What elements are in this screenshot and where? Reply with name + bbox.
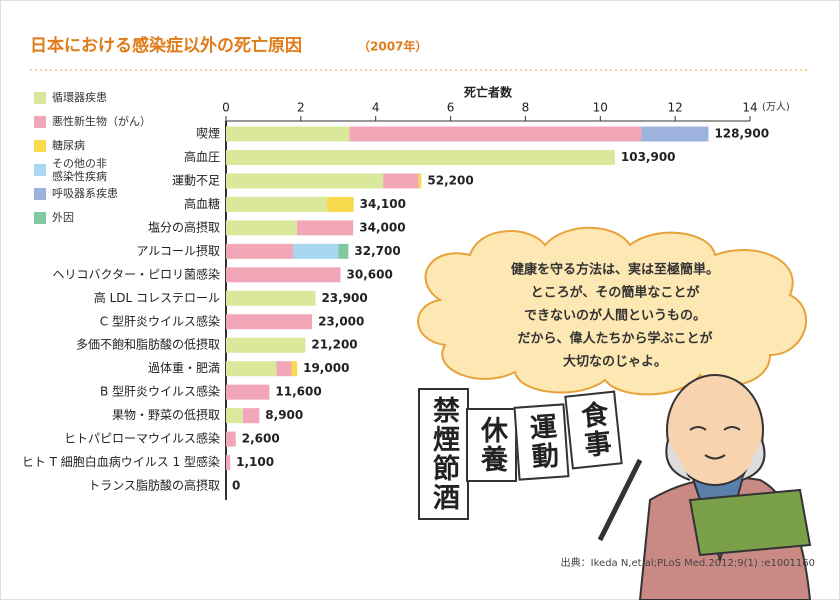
total-label: 21,200 (311, 338, 357, 352)
bar-segment (226, 267, 341, 283)
y-tick-label: アルコール摂取 (136, 243, 220, 258)
speech-text: できないのが人間というもの。 (524, 308, 706, 324)
total-label: 34,000 (359, 220, 405, 234)
legend-label: 悪性新生物（がん） (52, 115, 151, 128)
bar-segment (226, 196, 328, 212)
bar-segment (418, 173, 422, 189)
bar-segment (226, 455, 231, 471)
bar-segment (226, 314, 313, 330)
total-label: 32,700 (354, 244, 400, 258)
total-label: 11,600 (275, 385, 321, 399)
legend-swatch (34, 116, 46, 128)
bar-segment (291, 361, 298, 377)
sign: 禁煙節酒 (418, 388, 469, 520)
x-axis-title: 死亡者数 (464, 85, 513, 100)
legend-label: 外因 (52, 211, 74, 224)
y-tick-label: トランス脂肪酸の高摂取 (88, 478, 220, 493)
total-label: 19,000 (303, 361, 349, 375)
y-tick-label: 果物・野菜の低摂取 (112, 407, 220, 422)
y-tick-label: 高血圧 (184, 149, 220, 164)
sign: 食事 (564, 390, 623, 470)
y-tick-label: ヘリコバクター・ピロリ菌感染 (52, 266, 220, 281)
bar-segment (276, 361, 292, 377)
total-label: 52,200 (427, 173, 473, 187)
speech-text: ところが、その簡単なことが (531, 285, 700, 301)
x-tick-label: 14 (742, 101, 757, 115)
total-label: 103,900 (621, 150, 676, 164)
total-label: 30,600 (347, 267, 393, 281)
chart-title: 日本における感染症以外の死亡原因 (30, 35, 302, 56)
x-tick-label: 4 (372, 101, 380, 115)
y-tick-label: ヒト T 細胞白血病ウイルス 1 型感染 (22, 454, 220, 469)
x-tick-label: 0 (222, 101, 230, 115)
y-tick-label: C 型肝炎ウイルス感染 (100, 313, 220, 328)
x-unit: (万人) (762, 101, 790, 113)
legend-label: 呼吸器系疾患 (52, 187, 118, 200)
legend-swatch (34, 164, 46, 176)
x-tick-label: 6 (447, 101, 455, 115)
bar-segment (226, 149, 615, 165)
sign: 運動 (513, 403, 570, 481)
speech-text: 健康を守る方法は、実は至極簡単。 (511, 262, 719, 278)
legend-swatch (34, 140, 46, 152)
bar-segment (383, 173, 419, 189)
total-label: 8,900 (265, 408, 303, 422)
y-tick-label: 高 LDL コレステロール (94, 290, 220, 305)
speech-text: 大切なのじゃよ。 (563, 354, 667, 370)
bar-segment (226, 431, 236, 447)
bar-segment (226, 337, 306, 353)
total-label: 34,100 (360, 197, 406, 211)
x-tick-label: 12 (668, 101, 683, 115)
legend-label: その他の非感染性疾病 (52, 157, 107, 183)
chart-subtitle: （2007年） (358, 39, 427, 54)
total-label: 2,600 (242, 432, 280, 446)
y-tick-label: 過体重・肥満 (148, 361, 220, 375)
bar-segment (226, 220, 298, 236)
speech-text: だから、偉人たちから学ぶことが (517, 331, 712, 347)
bar-segment (226, 384, 270, 400)
bar-segment (327, 196, 354, 212)
y-tick-label: ヒトパピローマウイルス感染 (64, 431, 220, 446)
legend-swatch (34, 188, 46, 200)
bar-segment (349, 126, 642, 142)
speech-cloud (417, 226, 808, 396)
y-tick-label: 喫煙 (196, 127, 220, 141)
bar-segment (226, 243, 294, 259)
x-tick-label: 8 (522, 101, 530, 115)
old-man (597, 374, 812, 600)
y-tick-label: B 型肝炎ウイルス感染 (100, 384, 220, 399)
bar-segment (226, 126, 350, 142)
bar-segment (226, 408, 243, 424)
x-tick-label: 2 (297, 101, 305, 115)
legend-label: 糖尿病 (52, 139, 85, 152)
bar-segment (338, 243, 349, 259)
y-tick-label: 運動不足 (172, 173, 220, 187)
bar-segment (226, 290, 316, 306)
sign: 休養 (466, 408, 517, 482)
total-label: 128,900 (714, 127, 769, 141)
bar-segment (226, 361, 277, 377)
total-label: 23,900 (321, 291, 367, 305)
total-label: 0 (232, 479, 240, 493)
bar-segment (293, 243, 339, 259)
y-tick-label: 多価不飽和脂肪酸の低摂取 (76, 337, 220, 352)
bar-segment (641, 126, 709, 142)
source: 出典：Ikeda N,et al;PLoS Med.2012;9(1) :e10… (561, 556, 815, 569)
y-tick-label: 高血糖 (184, 196, 220, 211)
legend-swatch (34, 92, 46, 104)
legend-swatch (34, 212, 46, 224)
bar-segment (226, 173, 384, 189)
total-label: 23,000 (318, 314, 364, 328)
bar-segment (242, 408, 260, 424)
x-tick-label: 10 (593, 101, 608, 115)
bar-segment (297, 220, 354, 236)
total-label: 1,100 (236, 455, 274, 469)
y-tick-label: 塩分の高摂取 (148, 219, 220, 234)
legend-label: 循環器疾患 (52, 91, 107, 104)
